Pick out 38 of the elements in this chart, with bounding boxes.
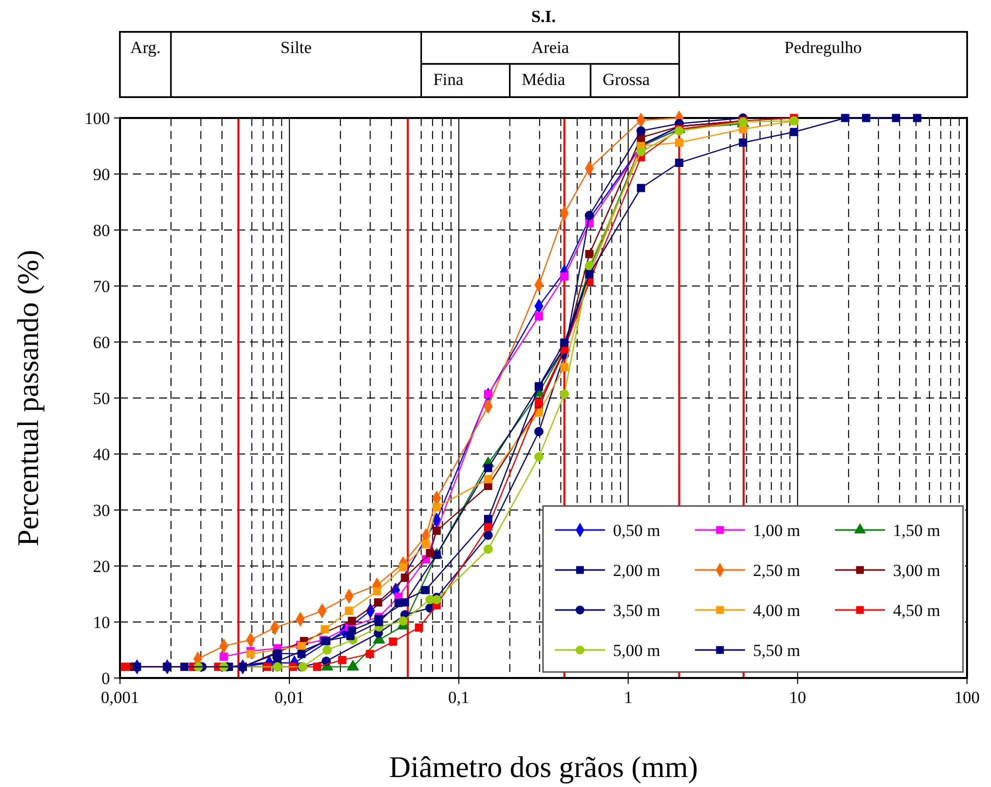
text: Grossa — [602, 70, 650, 89]
y-tick-label: 30 — [93, 501, 110, 520]
y-tick-label: 40 — [93, 445, 110, 464]
y-tick-label: 0 — [102, 669, 110, 688]
text: Média — [522, 70, 566, 89]
legend-label: 1,50 m — [893, 521, 940, 540]
x-tick-label: 1 — [624, 688, 632, 707]
y-tick-label: 100 — [84, 109, 110, 128]
legend-label: 3,00 m — [893, 561, 940, 580]
text: Fina — [433, 70, 464, 89]
x-tick-label: 0,01 — [274, 688, 304, 707]
y-tick-label: 70 — [93, 277, 110, 296]
x-tick-label: 0,001 — [100, 688, 140, 707]
x-tick-label: 100 — [954, 688, 980, 707]
text: Areia — [531, 38, 570, 57]
x-axis-title: Diâmetro dos grãos (mm) — [388, 751, 698, 784]
legend-label: 2,00 m — [613, 561, 660, 580]
y-tick-label: 80 — [93, 221, 110, 240]
legend-label: 5,00 m — [613, 641, 660, 660]
legend-label: 3,50 m — [613, 601, 660, 620]
legend-label: 4,50 m — [893, 601, 940, 620]
chart-title: S.I. — [531, 7, 556, 26]
text: Silte — [280, 38, 312, 57]
text: Arg. — [130, 38, 161, 57]
x-tick-label: 0,1 — [448, 688, 470, 707]
y-tick-label: 20 — [93, 557, 110, 576]
legend-label: 2,50 m — [753, 561, 800, 580]
x-tick-label: 10 — [789, 688, 806, 707]
y-tick-label: 50 — [93, 389, 110, 408]
y-tick-label: 90 — [93, 165, 110, 184]
y-tick-label: 10 — [93, 613, 110, 632]
legend-label: 5,50 m — [753, 641, 800, 660]
y-tick-label: 60 — [93, 333, 110, 352]
legend-label: 4,00 m — [753, 601, 800, 620]
y-axis-title: Percentual passando (%) — [12, 250, 45, 546]
legend-label: 0,50 m — [613, 521, 660, 540]
text: Pedregulho — [784, 38, 862, 57]
legend-label: 1,00 m — [753, 521, 800, 540]
